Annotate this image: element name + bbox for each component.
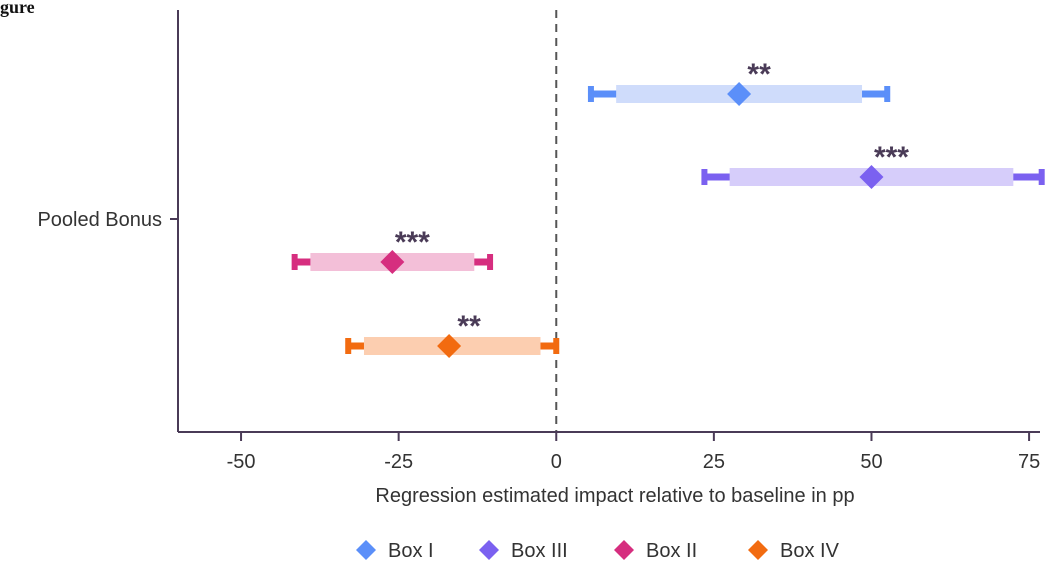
x-tick-label: 0	[551, 451, 562, 473]
significance-stars: ***	[874, 141, 909, 174]
point-estimate-marker	[437, 334, 462, 358]
legend-label: Box I	[388, 540, 434, 562]
x-tick-label: -25	[384, 451, 413, 473]
legend-marker	[748, 540, 768, 560]
significance-stars: **	[747, 58, 771, 91]
legend-marker	[614, 540, 634, 560]
point-estimate-marker	[859, 165, 884, 189]
series-box-iv: **	[345, 310, 560, 358]
x-tick-label: 25	[703, 451, 725, 473]
legend-marker	[356, 540, 376, 560]
significance-stars: **	[457, 310, 481, 343]
series-box-iii: ***	[701, 141, 1045, 189]
x-tick-label: 75	[1018, 451, 1040, 473]
legend-label: Box II	[646, 540, 697, 562]
point-estimate-marker	[380, 250, 405, 274]
series-group: **********	[291, 58, 1045, 358]
legend: Box I Box III Box II Box IV	[356, 540, 840, 562]
x-axis-title: Regression estimated impact relative to …	[375, 485, 854, 507]
y-category-label: Pooled Bonus	[37, 209, 162, 231]
x-tick-label: -50	[227, 451, 256, 473]
x-axis-ticks: -50 -25 0 25 50 75	[227, 432, 1040, 473]
significance-stars: ***	[395, 226, 430, 259]
legend-label: Box IV	[780, 540, 840, 562]
corner-label: gure	[0, 0, 35, 17]
series-box-ii: ***	[291, 226, 494, 274]
series-box-i: **	[587, 58, 891, 106]
legend-label: Box III	[511, 540, 568, 562]
x-tick-label: 50	[860, 451, 882, 473]
point-estimate-marker	[727, 82, 752, 106]
legend-marker	[479, 540, 499, 560]
